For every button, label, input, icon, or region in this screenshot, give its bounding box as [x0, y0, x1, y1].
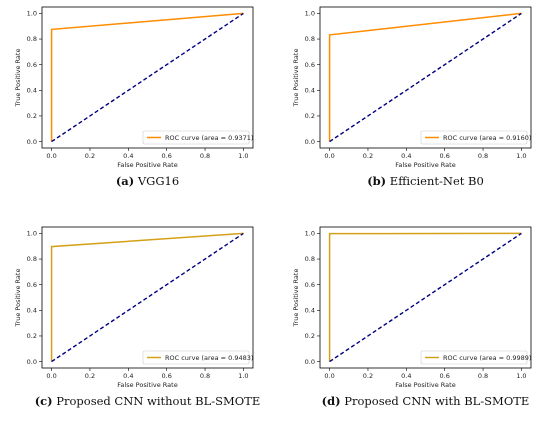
y-tick-label: 0.6: [305, 281, 315, 289]
caption-letter: (b): [367, 174, 386, 188]
plot-frame: [319, 6, 532, 149]
plot-frame: [41, 226, 254, 369]
y-tick-label: 0.2: [305, 112, 315, 120]
caption-letter: (c): [35, 394, 53, 408]
y-tick-label: 0.8: [27, 255, 37, 263]
caption-text: Proposed CNN without BL-SMOTE: [53, 394, 261, 408]
legend-box: [142, 350, 250, 365]
chart-panel-2: 0.0 0.2 0.4 0.6 0.8 1.0 0.0 0.2 0.4 0.6 0.8 1.0 Fals…: [292, 6, 532, 188]
x-tick-label: 0.0: [46, 152, 56, 160]
y-tick-label: 0.0: [305, 358, 315, 366]
legend-box: [420, 130, 528, 145]
x-tick-label: 0.4: [123, 372, 133, 380]
x-tick-label: 0.4: [401, 152, 411, 160]
chart-panel-3: 0.0 0.2 0.4 0.6 0.8 1.0 0.0 0.2 0.4 0.6 0.8 1.0 Fals…: [14, 226, 261, 408]
y-tick-label: 0.8: [305, 255, 315, 263]
x-tick-label: 0.6: [162, 372, 172, 380]
caption-text: Proposed CNN with BL-SMOTE: [341, 394, 530, 408]
caption-text: Efficient-Net B0: [386, 174, 484, 188]
caption-text: VGG16: [134, 174, 179, 188]
legend-label: ROC curve (area = 0.9160): [443, 134, 531, 142]
x-tick-label: 0.2: [85, 372, 95, 380]
y-axis-label: True Positive Rate: [292, 49, 300, 108]
x-tick-label: 1.0: [238, 152, 248, 160]
x-tick-label: 0.6: [162, 152, 172, 160]
x-tick-label: 1.0: [516, 152, 526, 160]
x-tick-label: 0.2: [85, 152, 95, 160]
x-tick-label: 0.0: [46, 372, 56, 380]
x-tick-label: 0.2: [363, 372, 373, 380]
roc-curve-line: [50, 232, 244, 362]
x-tick-label: 1.0: [238, 372, 248, 380]
chart-panel-4: 0.0 0.2 0.4 0.6 0.8 1.0 0.0 0.2 0.4 0.6 0.8 1.0 Fals…: [292, 226, 532, 408]
x-tick-label: 0.0: [324, 372, 334, 380]
y-tick-label: 0.8: [27, 35, 37, 43]
x-tick-label: 0.2: [363, 152, 373, 160]
y-tick-label: 0.6: [27, 61, 37, 69]
chance-diagonal-line: [51, 232, 244, 363]
x-tick-label: 0.8: [200, 372, 210, 380]
figure-caption: (c) Proposed CNN without BL-SMOTE: [35, 394, 261, 408]
plot-frame: [319, 226, 532, 369]
x-tick-label: 0.4: [401, 372, 411, 380]
legend-box: [420, 350, 528, 365]
figure-caption: (b) Efficient-Net B0: [367, 174, 484, 188]
plot-frame: [41, 6, 254, 149]
x-tick-label: 0.6: [440, 152, 450, 160]
legend-label: ROC curve (area = 0.9371): [165, 134, 253, 142]
chart-panel-1: 0.0 0.2 0.4 0.6 0.8 1.0 0.0 0.2 0.4 0.6 0.8 1.0 Fals…: [14, 6, 254, 188]
y-tick-label: 0.6: [27, 281, 37, 289]
caption-letter: (d): [322, 394, 341, 408]
x-tick-label: 0.8: [200, 152, 210, 160]
y-tick-label: 0.2: [305, 332, 315, 340]
y-tick-label: 1.0: [305, 230, 315, 238]
y-axis-label: True Positive Rate: [14, 49, 22, 108]
y-tick-label: 0.4: [27, 307, 37, 315]
roc-curve-line: [328, 12, 522, 142]
x-tick-label: 1.0: [516, 372, 526, 380]
x-tick-label: 0.6: [440, 372, 450, 380]
caption-letter: (a): [116, 174, 134, 188]
y-tick-label: 0.0: [27, 138, 37, 146]
y-tick-label: 0.8: [305, 35, 315, 43]
y-tick-label: 0.4: [305, 87, 315, 95]
roc-curve-line: [328, 232, 522, 362]
x-tick-label: 0.8: [478, 372, 488, 380]
x-tick-label: 0.4: [123, 152, 133, 160]
y-tick-label: 0.0: [27, 358, 37, 366]
y-tick-label: 0.2: [27, 332, 37, 340]
legend-box: [142, 130, 250, 145]
y-tick-label: 1.0: [27, 230, 37, 238]
y-axis-label: True Positive Rate: [14, 269, 22, 328]
legend-label: ROC curve (area = 0.9483): [165, 354, 253, 362]
y-axis-label: True Positive Rate: [292, 269, 300, 328]
y-tick-label: 1.0: [27, 10, 37, 18]
chance-diagonal-line: [51, 12, 244, 143]
x-axis-label: False Positive Rate: [117, 161, 177, 169]
figure-caption: (d) Proposed CNN with BL-SMOTE: [322, 394, 530, 408]
legend-label: ROC curve (area = 0.9989): [443, 354, 531, 362]
x-axis-label: False Positive Rate: [395, 161, 455, 169]
chance-diagonal-line: [329, 12, 522, 143]
y-tick-label: 0.6: [305, 61, 315, 69]
roc-curve-line: [50, 12, 244, 142]
x-axis-label: False Positive Rate: [117, 381, 177, 389]
x-tick-label: 0.0: [324, 152, 334, 160]
chance-diagonal-line: [329, 232, 522, 363]
y-tick-label: 0.0: [305, 138, 315, 146]
y-tick-label: 0.4: [27, 87, 37, 95]
x-axis-label: False Positive Rate: [395, 381, 455, 389]
figure-caption: (a) VGG16: [116, 174, 179, 188]
y-tick-label: 0.4: [305, 307, 315, 315]
y-tick-label: 1.0: [305, 10, 315, 18]
x-tick-label: 0.8: [478, 152, 488, 160]
y-tick-label: 0.2: [27, 112, 37, 120]
